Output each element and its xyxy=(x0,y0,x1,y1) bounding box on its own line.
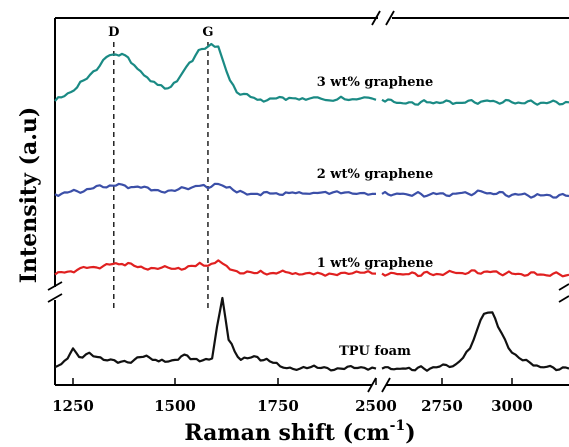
x-axis-title-sup: -1 xyxy=(390,418,406,434)
x-axis-title-main: Raman shift (cm xyxy=(184,420,389,446)
right-break-mark-2 xyxy=(558,295,569,303)
x-tick-label: 3000 xyxy=(491,397,533,415)
bottom-break-mark-1 xyxy=(367,377,377,393)
x-tick-label: 1750 xyxy=(257,397,299,415)
series-label-3: 1 wt% graphene xyxy=(317,256,434,271)
x-axis-title-suffix: ) xyxy=(405,420,415,446)
series-label-2: 2 wt% graphene xyxy=(317,167,434,182)
x-axis-title: Raman shift (cm-1) xyxy=(184,418,415,446)
top-break-mark-1 xyxy=(371,10,381,26)
peak-label-D: D xyxy=(108,25,119,40)
series-label-4: TPU foam xyxy=(339,344,411,359)
series-line-1-seg1 xyxy=(54,42,377,103)
series-line-3-seg1 xyxy=(54,259,377,277)
series-line-4-seg1 xyxy=(54,296,377,372)
y-axis-title: Intensity (a.u) xyxy=(16,107,42,284)
series-line-2-seg1 xyxy=(54,182,376,197)
series-labels: 3 wt% graphene 2 wt% graphene 1 wt% graphe… xyxy=(317,75,434,359)
top-break-mark-2 xyxy=(385,10,395,26)
series-lines xyxy=(54,42,569,372)
left-break-mark-2 xyxy=(47,293,63,303)
x-tick-label: 2750 xyxy=(421,397,463,415)
bottom-break-mark-2 xyxy=(381,377,391,393)
x-tick-label: 1500 xyxy=(154,397,196,415)
left-break-mark-1 xyxy=(47,281,63,291)
series-line-3-seg2 xyxy=(381,269,569,278)
series-label-1: 3 wt% graphene xyxy=(317,75,434,90)
series-line-1-seg2 xyxy=(381,98,569,106)
peak-label-G: G xyxy=(202,25,213,40)
x-tick-label: 1250 xyxy=(52,397,94,415)
x-tick-labels: 1250 1500 1750 2500 2750 3000 xyxy=(52,397,533,415)
series-line-2-seg2 xyxy=(381,189,569,199)
x-tick-label: 2500 xyxy=(355,397,397,415)
axes-frame xyxy=(47,10,569,393)
right-break-mark-1 xyxy=(558,283,569,291)
series-line-4-seg2 xyxy=(381,311,569,372)
